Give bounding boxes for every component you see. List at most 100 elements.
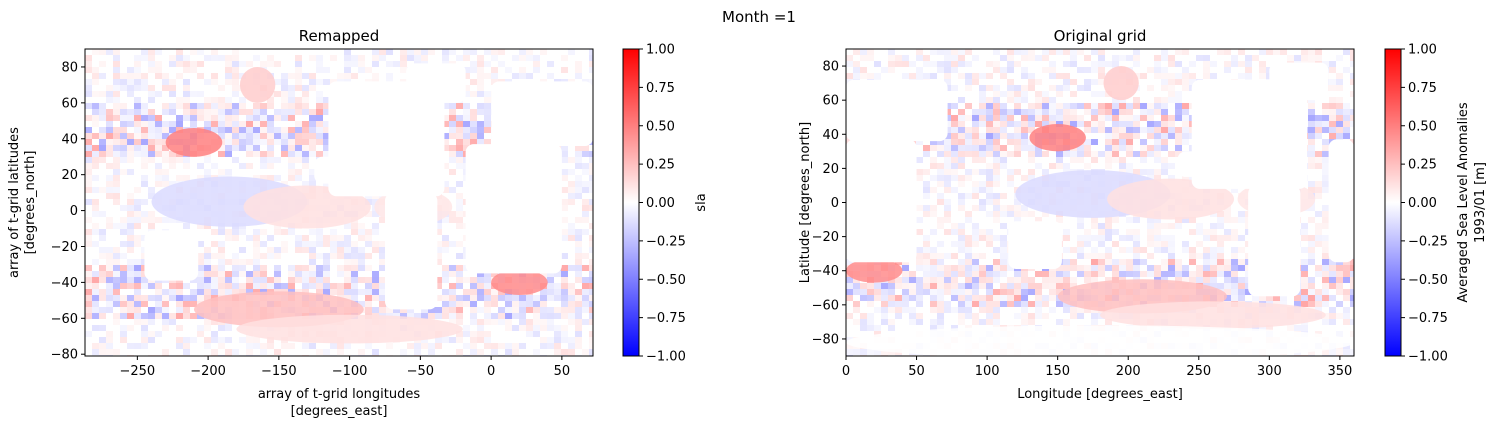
heatmap-cell <box>281 247 288 253</box>
heatmap-cell <box>456 319 463 325</box>
heatmap-cell <box>1140 115 1147 121</box>
heatmap-cell <box>1238 277 1245 283</box>
heatmap-cell <box>92 199 99 205</box>
heatmap-cell <box>582 199 589 205</box>
heatmap-cell <box>365 295 372 301</box>
heatmap-cell <box>1301 265 1308 271</box>
heatmap-cell <box>309 181 316 187</box>
heatmap-cell <box>442 313 449 319</box>
heatmap-cell <box>923 277 930 283</box>
heatmap-cell <box>155 67 162 73</box>
heatmap-cell <box>253 343 260 349</box>
heatmap-cell <box>582 295 589 301</box>
heatmap-cell <box>930 289 937 295</box>
heatmap-cell <box>1189 217 1196 223</box>
heatmap-cell <box>909 289 916 295</box>
heatmap-cell <box>1084 271 1091 277</box>
heatmap-cell <box>344 295 351 301</box>
heatmap-cell <box>435 253 442 259</box>
heatmap-cell <box>860 349 867 355</box>
heatmap-cell <box>1028 145 1035 151</box>
heatmap-cell <box>1350 301 1354 307</box>
heatmap-cell <box>456 349 463 355</box>
heatmap-cell <box>372 223 379 229</box>
heatmap-cell <box>295 271 302 277</box>
heatmap-cell <box>1140 151 1147 157</box>
heatmap-cell <box>993 85 1000 91</box>
heatmap-cell <box>302 277 309 283</box>
heatmap-cell <box>951 253 958 259</box>
heatmap-cell <box>965 85 972 91</box>
heatmap-cell <box>888 55 895 61</box>
heatmap-cell <box>477 121 484 127</box>
heatmap-cell <box>1070 121 1077 127</box>
heatmap-cell <box>477 271 484 277</box>
heatmap-cell <box>190 121 197 127</box>
heatmap-cell <box>470 67 477 73</box>
heatmap-cell <box>85 91 92 97</box>
x-tick-label: 0 <box>487 364 495 379</box>
heatmap-cell <box>895 295 902 301</box>
heatmap-cell <box>323 139 330 145</box>
heatmap-cell <box>92 289 99 295</box>
heatmap-cell <box>589 61 593 67</box>
heatmap-cell <box>1091 61 1098 67</box>
heatmap-cell <box>1077 313 1084 319</box>
heatmap-cell <box>1329 283 1336 289</box>
heatmap-cell <box>1203 265 1210 271</box>
heatmap-cell <box>554 349 561 355</box>
heatmap-cell <box>183 157 190 163</box>
heatmap-cell <box>141 331 148 337</box>
heatmap-cell <box>323 277 330 283</box>
heatmap-cell <box>239 145 246 151</box>
heatmap-cell <box>986 145 993 151</box>
y-tick-label: −80 <box>51 348 78 363</box>
heatmap-cell <box>1077 247 1084 253</box>
heatmap-cell <box>1070 49 1077 55</box>
heatmap-cell <box>253 103 260 109</box>
heatmap-cell <box>85 229 92 235</box>
heatmap-cell <box>134 115 141 121</box>
heatmap-cell <box>113 301 120 307</box>
heatmap-cell <box>561 157 568 163</box>
heatmap-cell <box>113 181 120 187</box>
heatmap-cell <box>211 109 218 115</box>
heatmap-cell <box>505 349 512 355</box>
heatmap-cell <box>993 301 1000 307</box>
heatmap-cell <box>148 217 155 223</box>
heatmap-cell <box>1315 301 1322 307</box>
heatmap-cell <box>1273 49 1280 55</box>
heatmap-cell <box>1133 133 1140 139</box>
heatmap-cell <box>589 307 593 313</box>
heatmap-cell <box>288 265 295 271</box>
heatmap-cell <box>134 85 141 91</box>
heatmap-cell <box>1000 127 1007 133</box>
heatmap-cell <box>456 151 463 157</box>
heatmap-cell <box>435 277 442 283</box>
heatmap-cell <box>386 343 393 349</box>
heatmap-cell <box>365 307 372 313</box>
heatmap-cell <box>281 97 288 103</box>
heatmap-cell <box>1168 133 1175 139</box>
heatmap-cell <box>1063 49 1070 55</box>
heatmap-cell <box>937 61 944 67</box>
heatmap-cell <box>169 319 176 325</box>
heatmap-cell <box>344 271 351 277</box>
heatmap-cell <box>1000 163 1007 169</box>
heatmap-cell <box>1000 133 1007 139</box>
heatmap-cell <box>1308 151 1315 157</box>
heatmap-cell <box>442 115 449 121</box>
heatmap-cell <box>1231 265 1238 271</box>
heatmap-cell <box>860 283 867 289</box>
heatmap-cell <box>1119 139 1126 145</box>
heatmap-cell <box>1182 265 1189 271</box>
heatmap-cell <box>986 187 993 193</box>
heatmap-cell <box>965 307 972 313</box>
heatmap-cell <box>295 103 302 109</box>
heatmap-cell <box>1301 271 1308 277</box>
heatmap-cell <box>1231 283 1238 289</box>
heatmap-cell <box>183 301 190 307</box>
heatmap-cell <box>106 193 113 199</box>
heatmap-cell <box>993 181 1000 187</box>
heatmap-cell <box>288 103 295 109</box>
